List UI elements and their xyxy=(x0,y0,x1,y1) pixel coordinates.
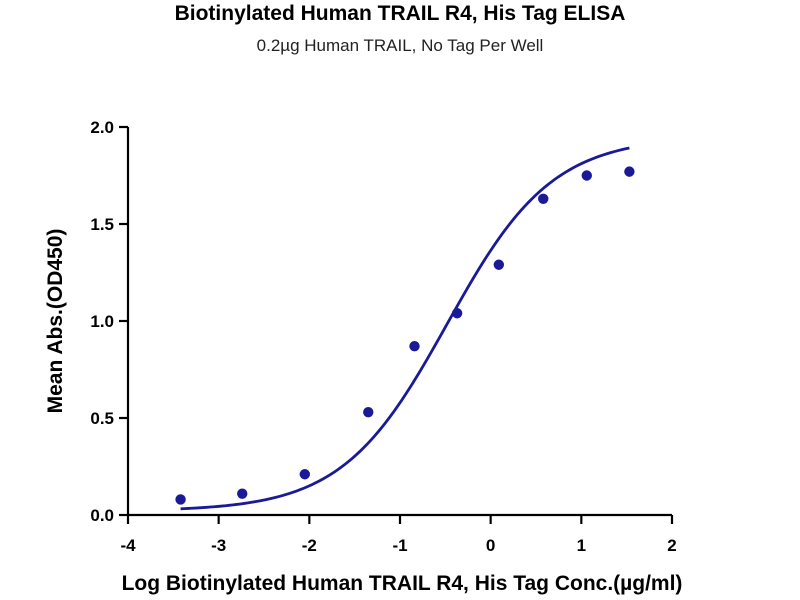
y-axis: 0.0 0.5 1.0 1.5 2.0 xyxy=(90,118,130,525)
data-point xyxy=(237,488,248,499)
data-point xyxy=(538,193,549,204)
y-tick-label: 2.0 xyxy=(90,118,114,137)
chart-subtitle: 0.2µg Human TRAIL, No Tag Per Well xyxy=(256,36,544,55)
data-point xyxy=(581,170,592,181)
x-tick-label: 2 xyxy=(667,536,676,555)
x-tick-label: -2 xyxy=(302,536,317,555)
data-point xyxy=(299,469,310,480)
data-points xyxy=(175,166,635,505)
y-tick-label: 1.5 xyxy=(90,215,114,234)
x-tick-label: -3 xyxy=(211,536,226,555)
data-point xyxy=(493,259,505,270)
chart-title: Biotinylated Human TRAIL R4, His Tag ELI… xyxy=(174,2,626,25)
y-tick-label: 0.0 xyxy=(90,506,114,525)
fit-curve xyxy=(180,146,630,511)
y-axis-title: Mean Abs.(OD450) xyxy=(44,229,67,414)
y-tick-label: 0.5 xyxy=(90,409,114,428)
data-point xyxy=(175,494,186,505)
data-point xyxy=(451,308,463,319)
data-point xyxy=(624,166,635,177)
x-axis: -4 -3 -2 -1 0 1 2 xyxy=(120,513,677,555)
x-tick-label: -1 xyxy=(392,536,407,555)
data-point xyxy=(363,406,374,418)
x-tick-label: 0 xyxy=(486,536,495,555)
fit-curve-group xyxy=(180,146,630,511)
y-tick-label: 1.0 xyxy=(90,312,114,331)
data-point xyxy=(409,341,420,352)
x-tick-label: 1 xyxy=(577,536,586,555)
x-axis-title: Log Biotinylated Human TRAIL R4, His Tag… xyxy=(122,572,683,595)
x-tick-label: -4 xyxy=(120,536,136,555)
